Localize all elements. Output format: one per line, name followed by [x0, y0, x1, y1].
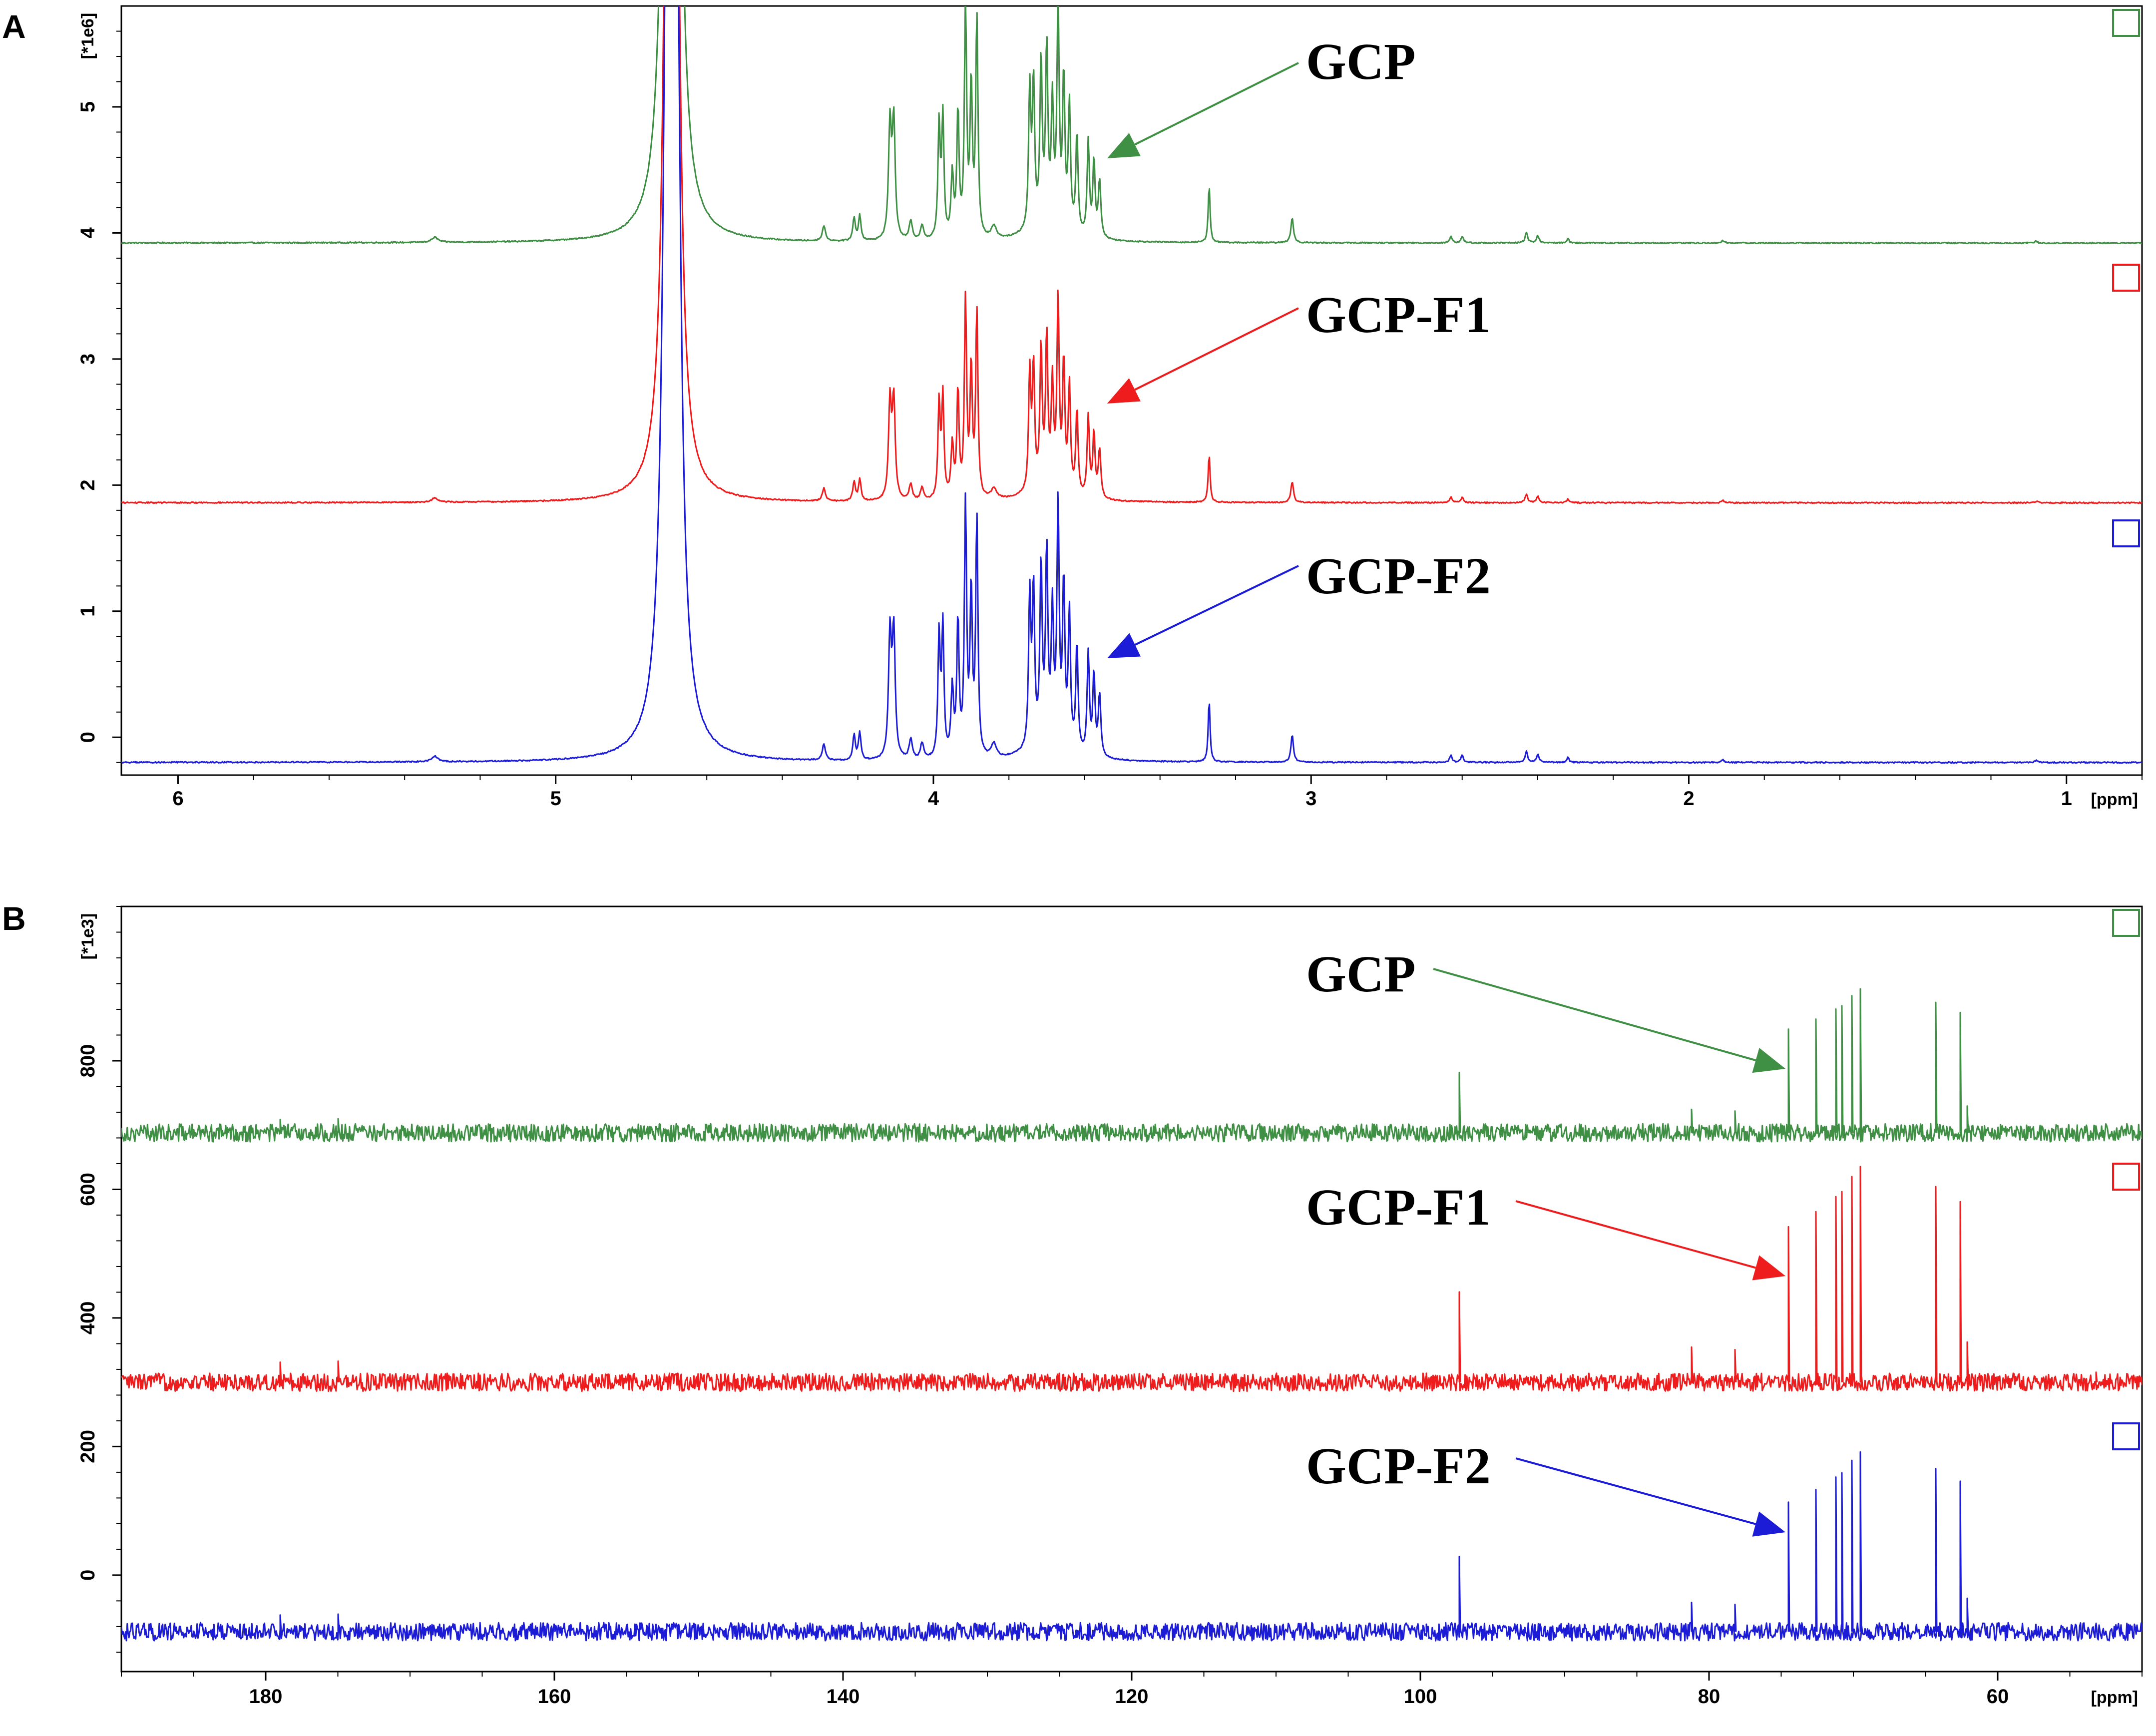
y-tick-label: 5	[77, 101, 99, 112]
annotation-arrow-line	[1433, 968, 1756, 1062]
annotation-arrow-line	[1515, 1200, 1756, 1269]
legend-swatch-gcp-f2	[2112, 1422, 2140, 1450]
annotation-arrow-head	[1752, 1511, 1786, 1537]
spectrum-gcp	[121, 6, 2142, 245]
trace-label-gcp-f1: GCP-F1	[1306, 1179, 1491, 1236]
trace-label-gcp: GCP	[1306, 945, 1416, 1003]
annotation-arrow-head	[1752, 1255, 1786, 1281]
annotation-arrow-line	[1134, 62, 1299, 146]
y-tick-label: 1	[77, 606, 99, 617]
trace-label-gcp-f2: GCP-F2	[1306, 547, 1491, 605]
x-tick-label: 160	[538, 1686, 571, 1708]
x-tick-label: 5	[550, 788, 561, 810]
x-tick-label: 180	[249, 1686, 283, 1708]
annotation-arrow-head	[1107, 133, 1141, 158]
y-unit-label: [*1e3]	[78, 913, 97, 960]
trace-label-gcp: GCP	[1306, 33, 1416, 90]
x-unit-label: [ppm]	[2091, 790, 2138, 809]
x-tick-label: 140	[827, 1686, 860, 1708]
panel-b: 0 200 400 600 800 [*1e3] 180 160 140 120 100 80 60 [p…	[77, 905, 2143, 1708]
y-tick-label: 0	[77, 732, 99, 743]
x-tick-label: 120	[1115, 1686, 1149, 1708]
spectra	[121, 6, 2142, 764]
y-tick-label: 0	[77, 1570, 99, 1581]
x-tick-label: 4	[928, 788, 939, 810]
plot-frame	[120, 5, 2143, 776]
spectrum-gcp-f1	[121, 6, 2142, 504]
legend-swatch-gcp	[2112, 909, 2140, 937]
y-tick-label: 2	[77, 479, 99, 490]
annotation-arrow-line	[1515, 1457, 1756, 1525]
x-tick-label: 2	[1683, 788, 1694, 810]
x-tick-label: 3	[1305, 788, 1316, 810]
plot-frame	[120, 905, 2143, 1673]
y-tick-label: 600	[77, 1173, 99, 1206]
y-tick-label: 800	[77, 1044, 99, 1078]
spectrum-gcp-f2	[121, 1451, 2142, 1642]
legend-swatch-gcp	[2112, 9, 2140, 37]
annotation-arrow-head	[1107, 378, 1141, 404]
annotation-arrow-head	[1752, 1048, 1786, 1073]
panel-letter-b: B	[2, 900, 26, 937]
y-tick-label: 4	[77, 227, 99, 239]
annotation-arrow-line	[1134, 565, 1299, 646]
trace-label-gcp-f1: GCP-F1	[1306, 286, 1491, 344]
annotation-arrow-head	[1107, 633, 1141, 658]
trace-label-gcp-f2: GCP-F2	[1306, 1437, 1491, 1495]
x-tick-label: 60	[1987, 1686, 2009, 1708]
y-tick-label: 400	[77, 1302, 99, 1335]
legend-swatch-gcp-f1	[2112, 1163, 2140, 1191]
panel-letter-a: A	[2, 8, 26, 45]
y-tick-label: 3	[77, 354, 99, 365]
spectrum-gcp-f1	[121, 1166, 2142, 1392]
legend-swatch-gcp-f2	[2112, 519, 2140, 547]
spectra	[121, 988, 2142, 1642]
spectrum-gcp	[121, 988, 2142, 1143]
x-tick-label: 1	[2061, 788, 2072, 810]
x-tick-label: 6	[172, 788, 183, 810]
x-tick-label: 80	[1698, 1686, 1721, 1708]
legend-swatch-gcp-f1	[2112, 264, 2140, 292]
y-unit-label: [*1e6]	[78, 13, 97, 59]
panel-a: 0 1 2 3 4 5 [*1e6] 6 5 4 3 2 1 [ppm] GCP GCP-F1 GCP-F2	[77, 5, 2143, 810]
annotation-arrow-line	[1134, 307, 1299, 391]
y-tick-label: 200	[77, 1430, 99, 1463]
x-unit-label: [ppm]	[2091, 1688, 2138, 1707]
x-tick-label: 100	[1404, 1686, 1437, 1708]
spectrum-gcp-f2	[121, 6, 2142, 764]
